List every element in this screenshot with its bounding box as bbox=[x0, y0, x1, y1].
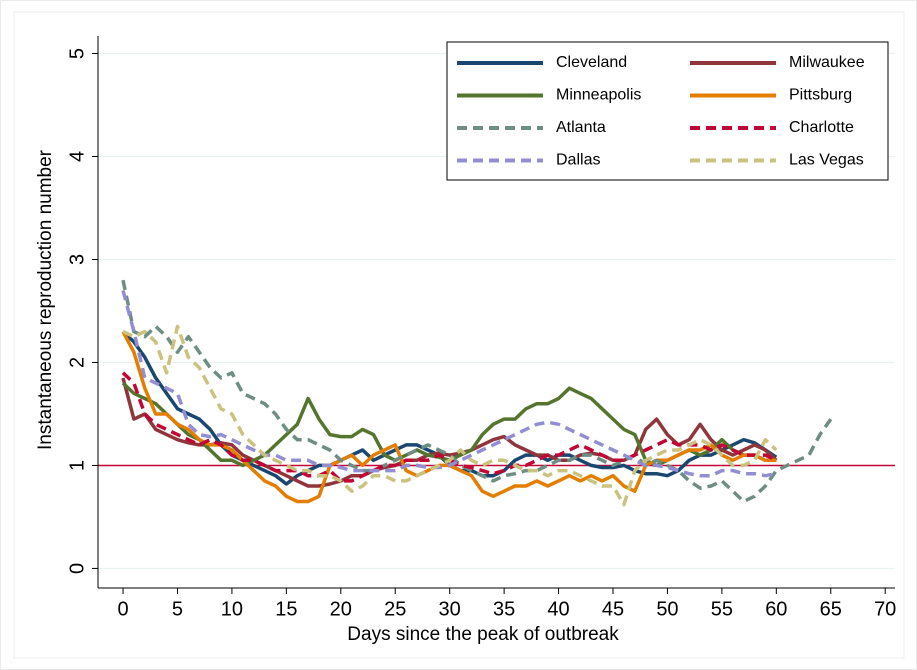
y-tick-label: 1 bbox=[66, 460, 88, 471]
legend-label: Milwaukee bbox=[789, 54, 865, 71]
x-tick-label: 45 bbox=[602, 598, 624, 620]
legend-label: Atlanta bbox=[556, 119, 606, 136]
y-axis-title: Instantaneous reproduction number bbox=[35, 149, 56, 450]
x-tick-label: 35 bbox=[493, 598, 515, 620]
x-tick-label: 30 bbox=[439, 598, 461, 620]
legend-label: Dallas bbox=[556, 152, 600, 169]
y-tick-label: 3 bbox=[66, 254, 88, 265]
legend-label: Las Vegas bbox=[789, 152, 864, 169]
legend-label: Minneapolis bbox=[556, 87, 641, 104]
y-tick-label: 5 bbox=[66, 48, 88, 59]
plot-lines bbox=[98, 279, 895, 507]
x-axis-title: Days since the peak of outbreak bbox=[347, 624, 619, 645]
x-tick-label: 40 bbox=[547, 598, 569, 620]
y-tick-label: 4 bbox=[66, 151, 88, 162]
series-line bbox=[121, 377, 778, 488]
legend: Cleveland Milwaukee Minneapolis Pittsburg At… bbox=[446, 41, 889, 181]
x-tick-label: 20 bbox=[330, 598, 352, 620]
x-tick-label: 10 bbox=[221, 598, 243, 620]
y-tick-label: 2 bbox=[66, 357, 88, 368]
x-tick-label: 70 bbox=[874, 598, 896, 620]
y-tick-label: 0 bbox=[66, 563, 88, 574]
series-line bbox=[121, 289, 777, 478]
x-tick-label: 65 bbox=[820, 598, 842, 620]
x-tick-label: 25 bbox=[384, 598, 406, 620]
x-tick-label: 0 bbox=[117, 598, 128, 620]
x-tick-label: 50 bbox=[656, 598, 678, 620]
series-line bbox=[122, 324, 778, 507]
legend-label: Cleveland bbox=[556, 54, 627, 71]
x-tick-label: 60 bbox=[765, 598, 787, 620]
x-tick-label: 55 bbox=[711, 598, 733, 620]
x-tick-label: 15 bbox=[275, 598, 297, 620]
x-tick-label: 5 bbox=[172, 598, 183, 620]
series-line bbox=[121, 279, 833, 504]
legend-label: Charlotte bbox=[789, 119, 854, 136]
legend-label: Pittsburg bbox=[789, 87, 852, 104]
